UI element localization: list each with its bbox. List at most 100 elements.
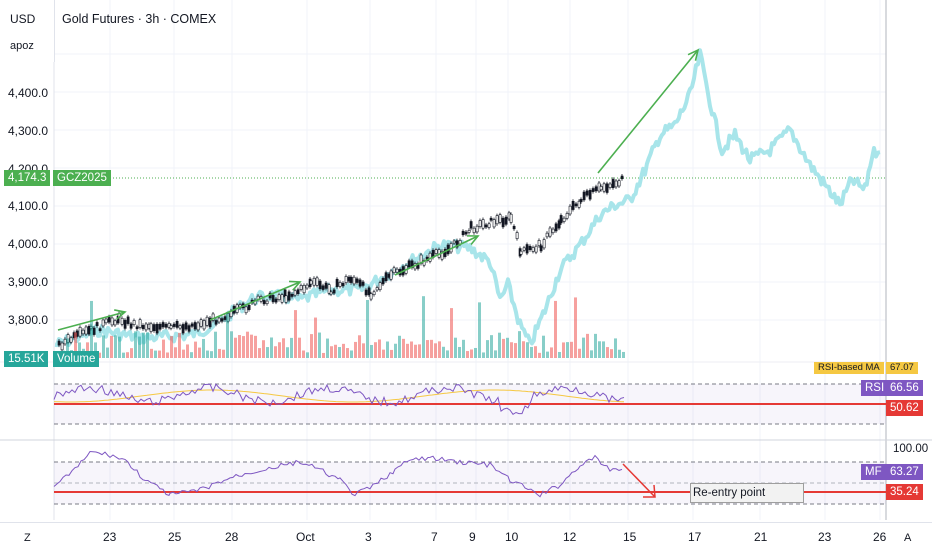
volume-bar xyxy=(514,343,517,358)
reentry-annotation[interactable]: Re-entry point xyxy=(690,483,804,503)
candle xyxy=(196,322,200,331)
rsi-ma-line xyxy=(53,389,625,403)
volume-bar xyxy=(606,347,609,358)
candle xyxy=(501,217,505,228)
axis-header xyxy=(0,0,55,62)
volume-bar xyxy=(354,341,357,358)
volume-bar xyxy=(526,342,529,358)
candle xyxy=(492,219,496,228)
candle xyxy=(464,231,468,235)
volume-bar xyxy=(146,332,149,358)
candle xyxy=(519,250,523,255)
volume-bar xyxy=(242,336,245,358)
candle xyxy=(265,300,269,304)
currency-label[interactable]: USD xyxy=(10,12,36,26)
candle xyxy=(302,285,306,294)
volume-bar xyxy=(170,336,173,358)
re-entry-arrow-head xyxy=(643,484,656,498)
volume-bar xyxy=(574,297,577,358)
volume-bar xyxy=(190,352,193,358)
volume-bar xyxy=(86,342,89,358)
volume-label-tag[interactable]: Volume xyxy=(53,351,100,367)
candle xyxy=(202,320,206,330)
candle xyxy=(144,323,148,331)
candle xyxy=(299,285,303,290)
volume-bar xyxy=(186,344,189,358)
date-label: 10 xyxy=(505,530,519,544)
price-tick-4300: 4,300.0 xyxy=(8,124,49,138)
candle xyxy=(187,325,191,332)
candle xyxy=(271,295,275,303)
rsi-label-tag[interactable]: RSI xyxy=(861,380,889,396)
candle xyxy=(588,190,592,200)
candle xyxy=(296,289,300,295)
re-entry-arrow xyxy=(622,463,656,498)
rsi-value-tag: 66.56 xyxy=(886,380,923,396)
volume-bar xyxy=(206,350,209,358)
volume-bar xyxy=(378,339,381,358)
volume-bar xyxy=(214,331,217,358)
candle xyxy=(217,317,221,323)
candle xyxy=(577,200,581,208)
volume-bar xyxy=(338,347,341,358)
volume-bar xyxy=(474,347,477,358)
candle xyxy=(389,270,393,280)
zoom-corner-left[interactable]: Z xyxy=(24,532,31,544)
candle xyxy=(472,227,476,234)
candle xyxy=(605,183,609,193)
candle xyxy=(220,318,224,322)
candle xyxy=(164,323,168,328)
candle xyxy=(69,337,73,343)
candle xyxy=(392,267,396,274)
volume-bar xyxy=(442,346,445,358)
candle xyxy=(184,322,188,330)
candle xyxy=(149,323,153,332)
candle xyxy=(318,280,322,290)
candle xyxy=(284,295,288,303)
candle xyxy=(349,276,353,283)
candle xyxy=(129,323,133,329)
volume-bar xyxy=(486,340,489,358)
candle xyxy=(620,175,624,180)
candle xyxy=(551,228,555,234)
volume-bar xyxy=(198,347,201,358)
candle xyxy=(484,224,488,228)
volume-bar xyxy=(542,335,545,358)
volume-bar xyxy=(502,338,505,358)
rsi-ma-label: RSI-based MA xyxy=(814,362,884,374)
candle xyxy=(515,232,519,239)
volume-bar xyxy=(390,349,393,358)
volume-bar xyxy=(594,333,597,358)
candle xyxy=(312,277,316,286)
candle xyxy=(528,245,532,250)
candle xyxy=(559,215,563,224)
volume-bar xyxy=(386,341,389,358)
volume-bar xyxy=(154,350,157,358)
volume-bar xyxy=(530,346,533,358)
date-label: 7 xyxy=(431,530,438,544)
date-label: 17 xyxy=(688,530,702,544)
candle xyxy=(181,324,185,334)
time-axis xyxy=(0,522,932,551)
volume-bar xyxy=(398,335,401,358)
volume-bar xyxy=(302,350,305,358)
volume-bar xyxy=(362,343,365,358)
candle xyxy=(341,282,345,287)
volume-bar xyxy=(402,338,405,358)
candle xyxy=(95,322,99,326)
candle xyxy=(594,186,598,192)
candle xyxy=(512,225,516,230)
candle xyxy=(92,327,96,335)
candle xyxy=(107,316,111,323)
volume-bar xyxy=(550,347,553,358)
candle xyxy=(608,183,612,188)
volume-bar xyxy=(566,342,569,358)
volume-bar xyxy=(466,351,469,358)
symbol-title[interactable]: Gold Futures · 3h · COMEX xyxy=(62,12,217,26)
mfi-label-tag[interactable]: MF xyxy=(861,464,886,480)
auto-scale-button[interactable]: A xyxy=(904,532,912,544)
mfi-value-tag: 63.27 xyxy=(886,464,923,480)
candle xyxy=(443,248,447,257)
volume-bar xyxy=(350,350,353,358)
